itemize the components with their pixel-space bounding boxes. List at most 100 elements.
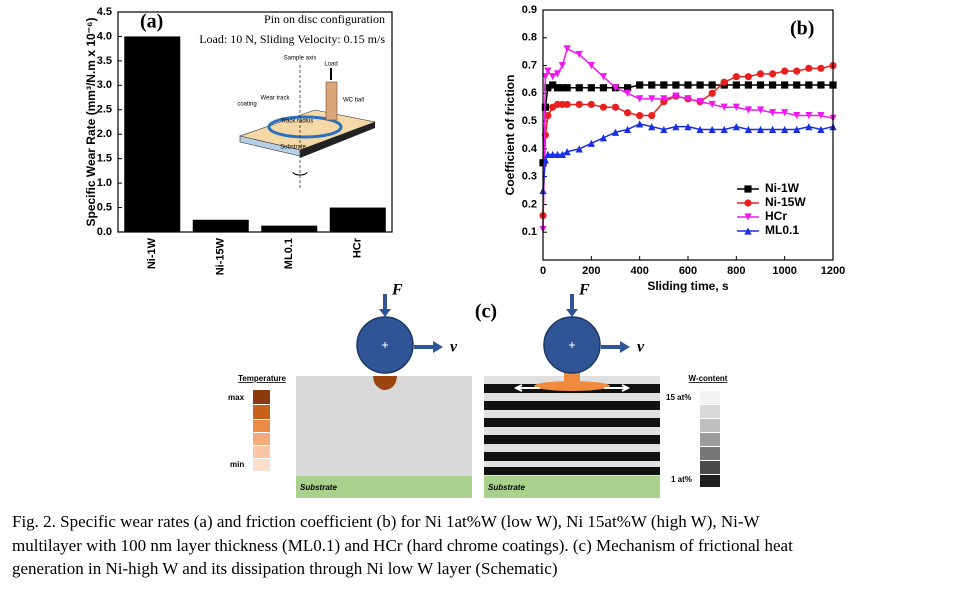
annotation: WC ball bbox=[343, 98, 364, 104]
y-tick-label: 0.9 bbox=[522, 4, 537, 16]
velocity-label: v bbox=[450, 339, 458, 356]
marker bbox=[563, 45, 571, 53]
marker bbox=[793, 67, 801, 75]
marker bbox=[744, 106, 753, 114]
annotation: Load: 10 N, Sliding Velocity: 0.15 m/s bbox=[199, 32, 385, 46]
force-label: F bbox=[391, 282, 403, 299]
x-tick-label: Ni-15W bbox=[215, 237, 227, 275]
marker bbox=[648, 81, 656, 89]
plot-frame bbox=[542, 9, 834, 261]
velocity-arrowhead bbox=[433, 341, 443, 353]
marker bbox=[805, 111, 813, 120]
plot-frame bbox=[117, 11, 393, 233]
w-low-label: 1 at% bbox=[671, 475, 692, 484]
marker bbox=[793, 111, 801, 120]
marker bbox=[541, 131, 550, 139]
marker bbox=[541, 73, 550, 81]
force-label: F bbox=[578, 282, 590, 299]
marker bbox=[611, 128, 620, 136]
hot-spot bbox=[373, 376, 397, 390]
y-tick-label: 0.5 bbox=[97, 201, 112, 213]
w-content-title: W-content bbox=[689, 374, 728, 383]
marker bbox=[696, 98, 704, 106]
caption: Fig. 2. Specific wear rates (a) and fric… bbox=[12, 510, 793, 581]
substrate-label: Substrate bbox=[300, 483, 337, 492]
substrate-block bbox=[484, 476, 660, 498]
marker bbox=[817, 111, 825, 120]
hot-spot bbox=[564, 370, 580, 384]
y-axis-label: Coefficient of friction bbox=[503, 75, 517, 196]
marker bbox=[708, 89, 716, 97]
temperature-title: Temperature bbox=[238, 374, 286, 383]
marker bbox=[636, 111, 644, 120]
pin bbox=[325, 81, 338, 121]
marker bbox=[793, 81, 801, 89]
w-high-label: 15 at% bbox=[666, 393, 691, 402]
marker bbox=[623, 84, 632, 92]
annotation: Track radius bbox=[281, 119, 314, 125]
caption-line: generation in Ni-high W and its dissipat… bbox=[12, 559, 558, 578]
bar bbox=[124, 36, 181, 232]
temperature-max: max bbox=[228, 393, 245, 402]
marker bbox=[768, 109, 777, 117]
marker bbox=[756, 81, 765, 89]
marker bbox=[756, 125, 765, 134]
x-tick-label: 0 bbox=[540, 265, 546, 277]
ball-center bbox=[382, 342, 388, 348]
marker bbox=[587, 100, 595, 109]
y-tick-label: 0.6 bbox=[522, 87, 537, 99]
marker bbox=[781, 81, 789, 89]
marker bbox=[575, 145, 583, 153]
marker bbox=[648, 123, 656, 131]
marker bbox=[732, 103, 740, 111]
marker bbox=[672, 92, 680, 100]
y-tick-label: 1.5 bbox=[97, 153, 112, 165]
marker bbox=[720, 78, 728, 86]
disc-edge bbox=[300, 122, 375, 158]
marker bbox=[756, 70, 765, 78]
marker bbox=[587, 84, 595, 92]
annotation: Substrate bbox=[280, 145, 306, 151]
marker bbox=[744, 213, 752, 221]
bar bbox=[192, 219, 249, 232]
substrate-label: Substrate bbox=[488, 483, 525, 492]
marker bbox=[623, 89, 632, 97]
marker bbox=[587, 139, 595, 147]
legend-label: ML0.1 bbox=[765, 223, 799, 237]
marker bbox=[636, 81, 644, 89]
temperature-scale bbox=[253, 390, 270, 471]
heat-arrows bbox=[513, 384, 631, 392]
marker bbox=[744, 125, 753, 134]
marker bbox=[781, 67, 789, 75]
y-tick-label: 2.0 bbox=[97, 128, 112, 140]
marker bbox=[558, 61, 566, 70]
marker bbox=[660, 125, 668, 134]
x-tick-label: ML0.1 bbox=[283, 238, 295, 269]
marker bbox=[732, 123, 740, 131]
marker bbox=[684, 123, 692, 131]
marker bbox=[708, 81, 716, 89]
marker bbox=[544, 150, 552, 159]
caption-line: Fig. 2. Specific wear rates (a) and fric… bbox=[12, 512, 760, 531]
marker bbox=[805, 123, 813, 131]
x-tick-label: 400 bbox=[630, 265, 648, 277]
marker bbox=[611, 103, 620, 111]
marker bbox=[744, 185, 752, 193]
marker bbox=[817, 125, 825, 134]
marker bbox=[708, 125, 716, 134]
marker bbox=[544, 84, 552, 92]
velocity-label: v bbox=[637, 339, 645, 356]
x-tick-label: 200 bbox=[582, 265, 600, 277]
temperature-min: min bbox=[230, 460, 244, 469]
marker bbox=[623, 125, 632, 134]
marker bbox=[544, 67, 552, 75]
y-tick-label: 4.0 bbox=[97, 30, 112, 42]
y-tick-label: 0.8 bbox=[522, 32, 537, 44]
marker bbox=[553, 70, 562, 78]
caption-line: multilayer with 100 nm layer thickness (… bbox=[12, 535, 793, 555]
marker bbox=[553, 84, 562, 92]
marker bbox=[781, 109, 789, 117]
marker bbox=[744, 199, 752, 207]
y-tick-label: 3.5 bbox=[97, 55, 112, 67]
marker bbox=[720, 125, 728, 134]
